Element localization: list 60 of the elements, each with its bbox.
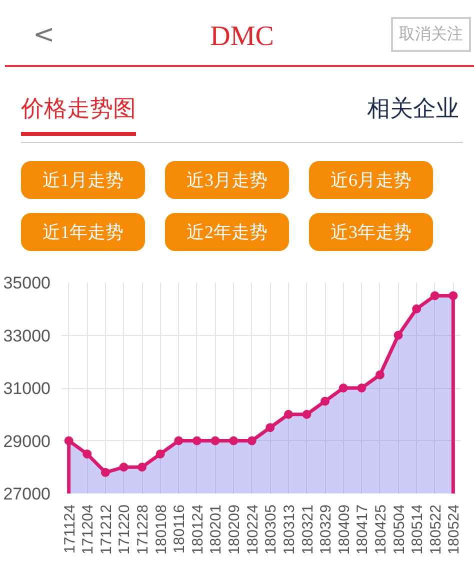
text: < xyxy=(33,19,55,52)
point xyxy=(375,370,384,380)
text: 近3年走势 xyxy=(309,213,433,251)
x-tick-label: 180108 xyxy=(152,504,170,555)
x-tick-label: 171212 xyxy=(98,504,115,555)
x-tick-label: 180321 xyxy=(299,504,316,555)
point xyxy=(284,410,293,419)
point xyxy=(119,462,128,472)
point xyxy=(210,436,220,446)
x-tick-label: 180425 xyxy=(372,504,390,555)
y-tick-label: 35000 xyxy=(3,274,51,292)
x-tick-label: 180209 xyxy=(226,504,244,555)
point xyxy=(138,462,147,472)
text: 近2年走势 xyxy=(165,213,289,251)
point xyxy=(394,330,403,340)
x-tick-label: 180409 xyxy=(336,504,353,555)
x-tick-label: 180504 xyxy=(390,504,408,555)
point xyxy=(82,449,92,458)
point xyxy=(338,384,348,392)
point xyxy=(320,396,330,406)
x-tick-label: 180116 xyxy=(171,504,188,554)
text: 取消关注 xyxy=(391,17,471,52)
point xyxy=(412,304,422,314)
point xyxy=(174,436,184,446)
point xyxy=(357,384,366,392)
text: 近1年走势 xyxy=(21,213,145,251)
x-tick-label: 180417 xyxy=(354,504,372,555)
point xyxy=(192,436,202,446)
y-tick-label: 29000 xyxy=(3,432,51,451)
x-tick-label: 171220 xyxy=(116,504,134,555)
x-tick-label: 180329 xyxy=(318,504,335,555)
text: 近1月走势 xyxy=(21,161,145,199)
point xyxy=(266,423,275,432)
x-tick-label: 180524 xyxy=(446,504,463,555)
x-tick-label: 180313 xyxy=(280,504,298,555)
point xyxy=(247,436,256,446)
x-tick-label: 171228 xyxy=(134,504,152,555)
point xyxy=(430,291,440,300)
x-tick-label: 180201 xyxy=(208,504,225,555)
text: 相关企业 xyxy=(367,95,459,124)
text: 近6月走势 xyxy=(309,161,433,199)
chart-subtitle: 价格走势图 xyxy=(21,93,136,136)
x-tick-label: 180305 xyxy=(262,504,280,555)
x-tick-label: 180514 xyxy=(409,504,426,555)
x-tick-label: 180124 xyxy=(189,504,206,555)
point xyxy=(302,410,312,419)
y-tick-label: 27000 xyxy=(3,484,51,504)
point xyxy=(156,449,165,458)
x-tick-label: 171204 xyxy=(80,504,97,555)
x-tick-label: 180224 xyxy=(244,504,262,555)
point xyxy=(229,436,238,446)
y-tick-label: 33000 xyxy=(3,326,51,346)
text: 近3月走势 xyxy=(165,161,289,199)
y-tick-label: 31000 xyxy=(3,379,51,398)
point xyxy=(100,468,110,477)
point xyxy=(64,436,74,446)
x-tick-label: 171124 xyxy=(61,504,78,554)
x-tick-label: 180522 xyxy=(427,504,444,555)
point xyxy=(448,291,458,300)
chart-title: DMC xyxy=(210,21,274,52)
